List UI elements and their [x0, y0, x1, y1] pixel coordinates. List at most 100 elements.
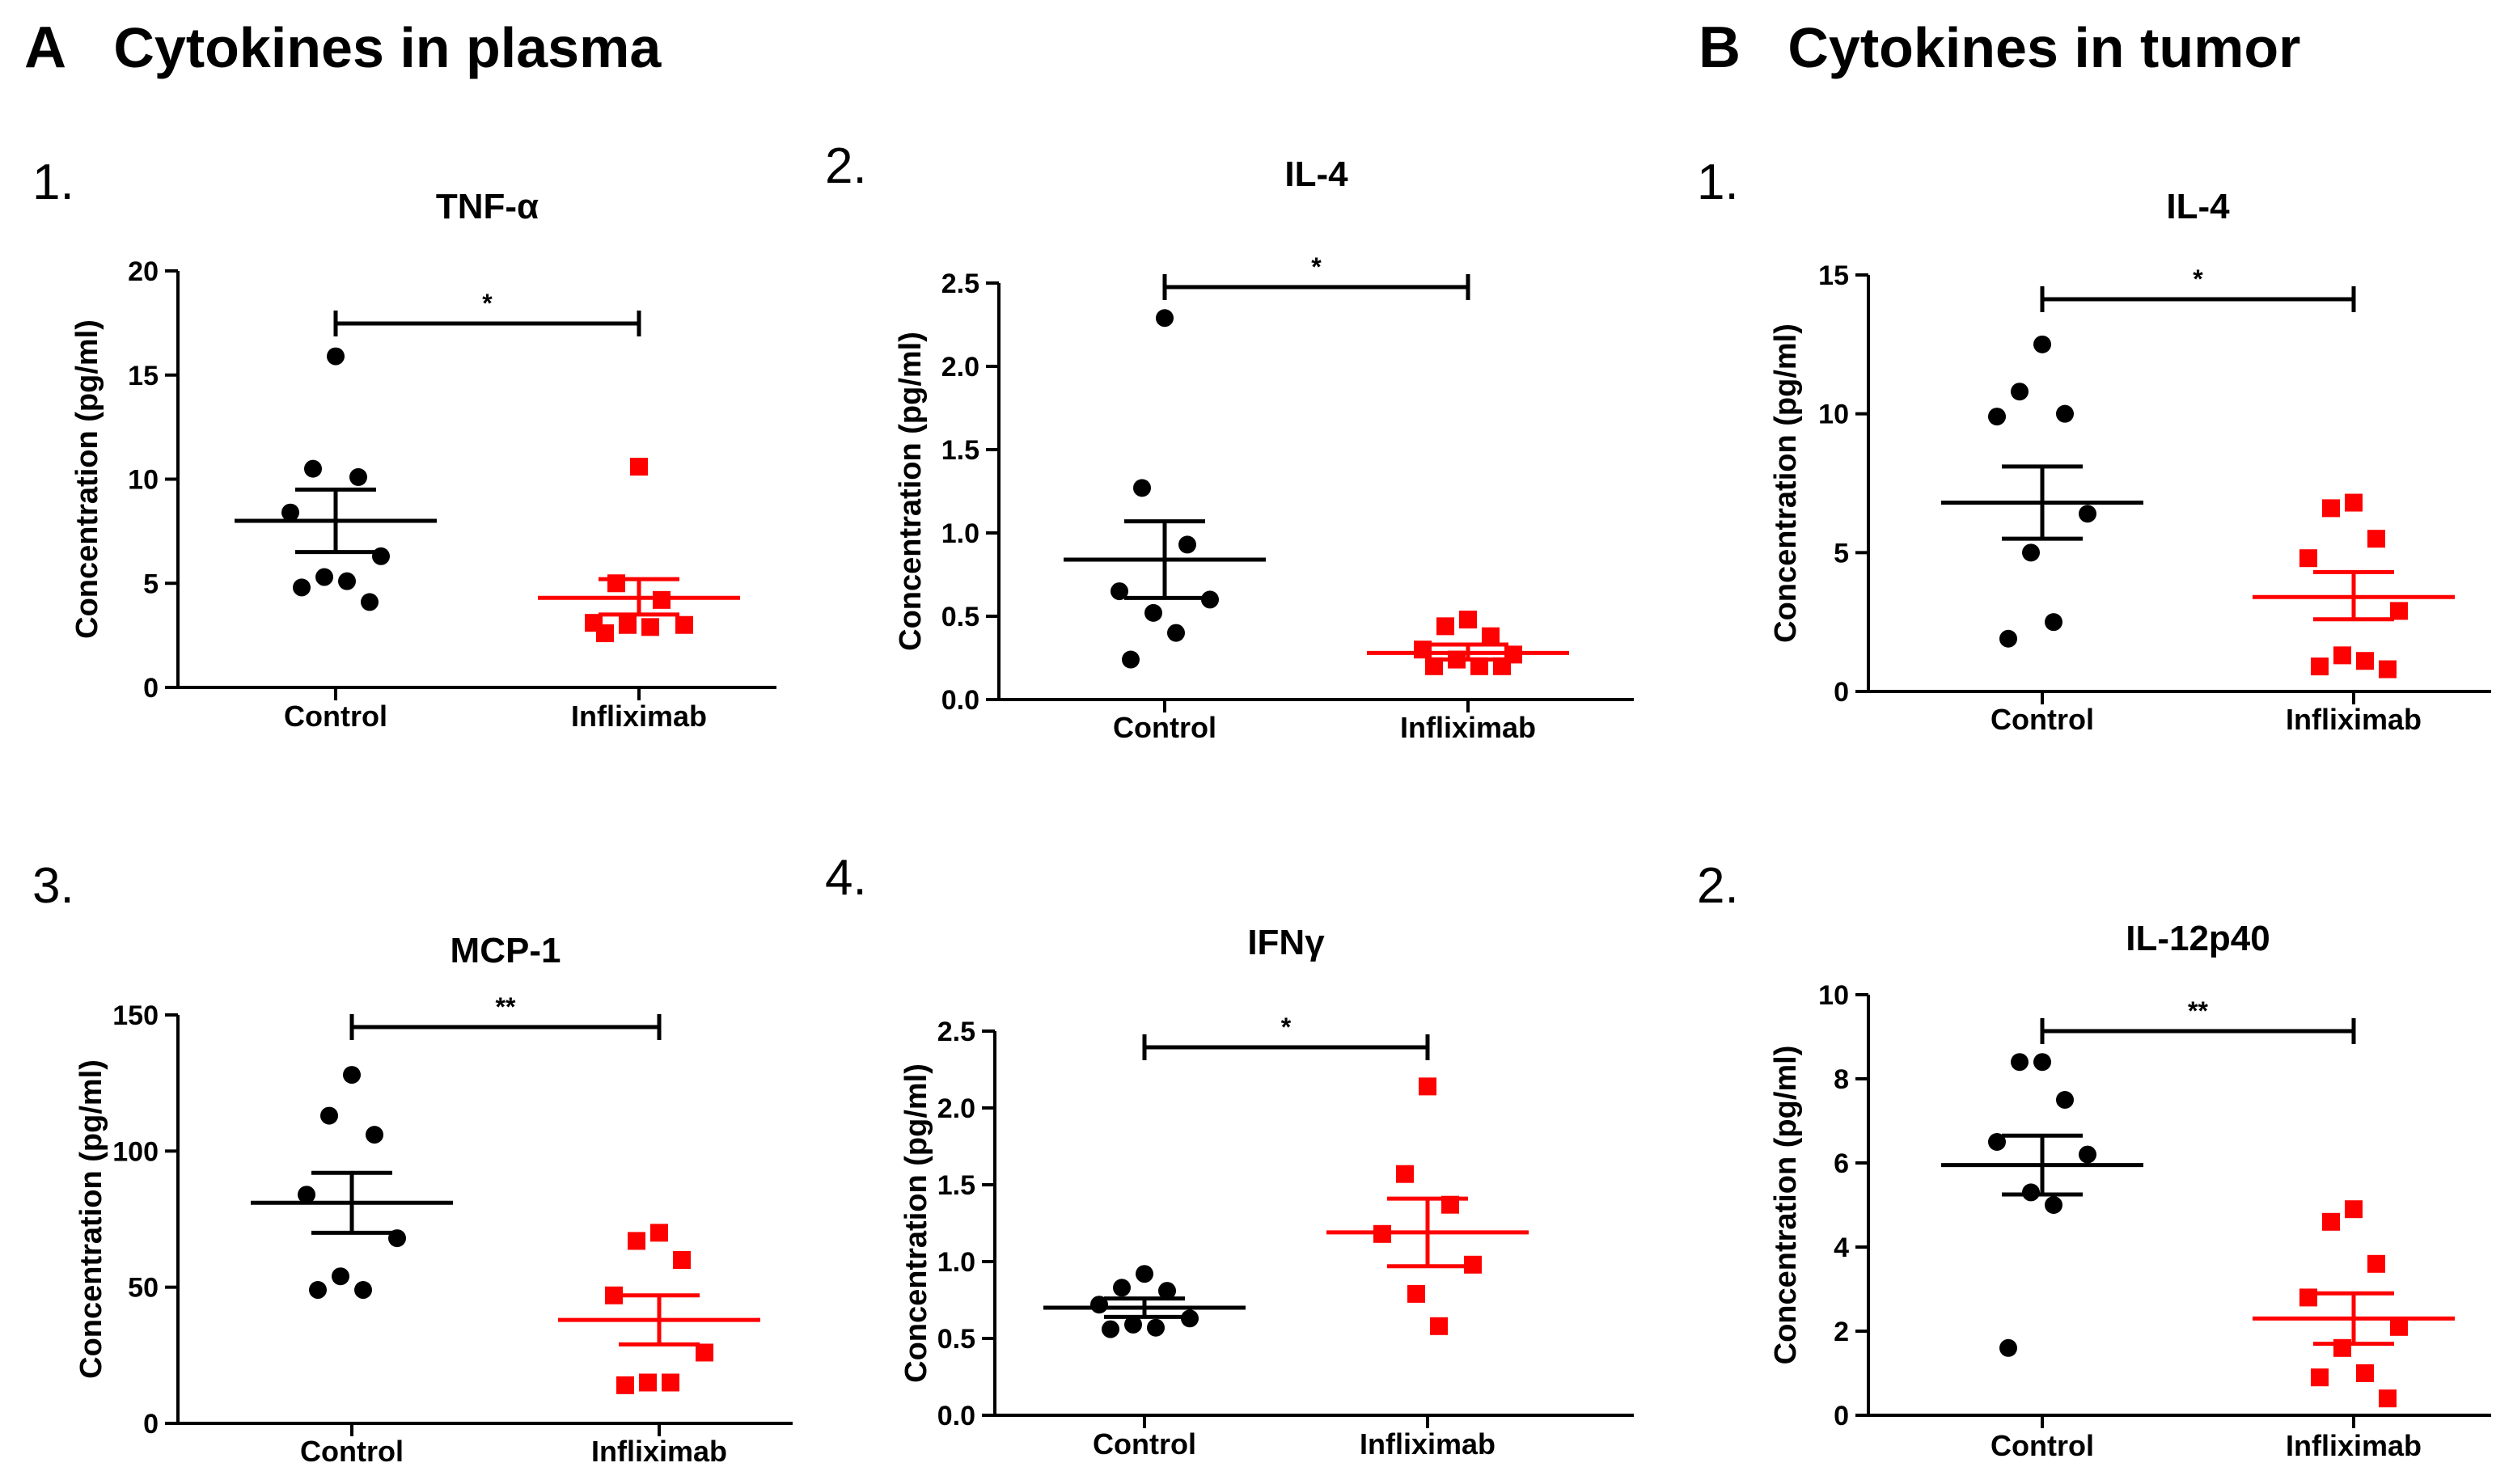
data-point-infliximab	[596, 624, 614, 643]
data-point-infliximab	[2379, 1389, 2397, 1408]
data-point-control	[343, 1066, 361, 1084]
data-point-control	[1999, 1338, 2017, 1357]
x-tick-label: Infliximab	[2286, 703, 2422, 736]
data-point-control	[2045, 613, 2062, 632]
data-point-control	[1201, 590, 1219, 609]
y-tick-label: 2.0	[941, 352, 979, 383]
panel-number: 1.	[1697, 154, 1739, 210]
data-point-control	[1178, 535, 1196, 554]
data-point-control	[281, 503, 299, 522]
data-point-control	[1136, 1265, 1153, 1283]
data-point-control	[1156, 309, 1174, 328]
y-tick-label: 50	[128, 1273, 159, 1304]
data-point-infliximab	[675, 615, 693, 634]
data-point-infliximab	[628, 1232, 645, 1250]
x-tick-label: Infliximab	[571, 700, 707, 733]
data-point-infliximab	[2379, 660, 2397, 679]
data-point-control	[1111, 582, 1128, 601]
data-point-infliximab	[1407, 1284, 1425, 1303]
data-point-infliximab	[2311, 1368, 2329, 1387]
data-point-infliximab	[2367, 1254, 2385, 1273]
data-point-infliximab	[1430, 1317, 1448, 1335]
data-point-infliximab	[2345, 1200, 2363, 1219]
data-point-infliximab	[2322, 1212, 2340, 1231]
data-point-infliximab	[650, 1224, 668, 1242]
y-tick-label: 0	[143, 1409, 159, 1440]
y-tick-label: 2.0	[937, 1093, 975, 1124]
panel-number: 3.	[32, 858, 74, 914]
y-tick-label: 1.5	[937, 1170, 975, 1201]
y-axis-label: Concentration (pg/ml)	[74, 1059, 108, 1379]
data-point-infliximab	[1482, 627, 1500, 645]
data-point-control	[315, 568, 333, 586]
data-point-control	[2033, 335, 2051, 353]
y-axis-label: Concentration (pg/ml)	[899, 1063, 933, 1383]
y-tick-label: 15	[128, 361, 159, 391]
y-tick-label: 2	[1834, 1317, 1849, 1347]
x-tick-label: Control	[1991, 703, 2094, 736]
data-point-infliximab	[2356, 1364, 2374, 1382]
data-point-control	[1124, 1315, 1142, 1334]
x-tick-label: Infliximab	[1400, 711, 1536, 744]
data-point-control	[1167, 624, 1185, 642]
data-point-infliximab	[2390, 602, 2408, 620]
data-point-infliximab	[1459, 611, 1477, 629]
significance-label: **	[496, 992, 516, 1021]
section-b-header: B Cytokines in tumor	[1699, 15, 2300, 81]
data-point-infliximab	[619, 615, 637, 634]
y-tick-label: 10	[128, 465, 159, 496]
data-point-control	[1158, 1282, 1176, 1300]
y-tick-label: 5	[143, 569, 159, 599]
y-axis-label: Concentration (pg/ml)	[1769, 1046, 1803, 1365]
panel-number: 1.	[32, 154, 74, 210]
section-title: Cytokines in plasma	[113, 16, 662, 79]
y-tick-label: 150	[112, 1000, 159, 1031]
data-point-control	[1147, 1318, 1165, 1337]
data-point-infliximab	[1464, 1255, 1482, 1274]
data-point-infliximab	[1419, 1077, 1436, 1096]
data-point-control	[293, 578, 311, 597]
data-point-infliximab	[662, 1373, 679, 1392]
chart-title: IL-12p40	[2126, 919, 2270, 958]
y-tick-label: 100	[112, 1136, 159, 1167]
data-point-control	[354, 1281, 372, 1300]
y-tick-label: 5	[1834, 538, 1849, 569]
data-point-control	[349, 467, 367, 486]
data-point-control	[2011, 383, 2029, 401]
y-axis-label: Concentration (pg/ml)	[1769, 323, 1803, 643]
data-point-control	[361, 593, 379, 611]
significance-label: *	[1311, 252, 1322, 281]
data-point-control	[2079, 1145, 2096, 1164]
data-point-infliximab	[630, 458, 648, 476]
data-point-control	[2056, 1091, 2074, 1109]
data-point-infliximab	[653, 590, 671, 609]
data-point-control	[298, 1186, 315, 1204]
data-point-infliximab	[673, 1251, 691, 1269]
data-point-infliximab	[2390, 1317, 2408, 1336]
y-axis-label: Concentration (pg/ml)	[894, 332, 928, 651]
data-point-control	[372, 547, 390, 565]
data-point-control	[1122, 650, 1140, 669]
x-tick-label: Control	[284, 700, 387, 733]
data-point-infliximab	[2311, 657, 2329, 676]
x-tick-label: Control	[1113, 711, 1216, 744]
data-point-infliximab	[605, 1286, 623, 1304]
chart-il4-plasma: IL-4 Concentration (pg/ml) 0.0 0.5 1.0 1.5 2.0…	[894, 154, 1634, 744]
x-tick-label: Control	[300, 1435, 404, 1468]
chart-mcp1-plasma: MCP-1 Concentration (pg/ml) 0 50 100 150 Contr…	[74, 931, 793, 1468]
data-point-control	[2011, 1053, 2029, 1072]
chart-title: IFNγ	[1247, 923, 1325, 962]
y-axis-label: Concentration (pg/ml)	[70, 319, 104, 639]
significance-label: **	[2188, 996, 2208, 1025]
chart-title: IL-4	[2166, 187, 2230, 226]
data-point-infliximab	[696, 1343, 713, 1362]
data-point-control	[2056, 404, 2074, 423]
chart-title: MCP-1	[451, 931, 561, 970]
chart-il4-tumor: IL-4 Concentration (pg/ml) 0 5 10 15 Control In…	[1769, 187, 2491, 736]
section-a-header: A Cytokines in plasma	[24, 15, 661, 81]
chart-tnf-alpha-plasma: TNF-α Concentration (pg/ml) 0 5 10 15 20 Contro…	[70, 187, 776, 733]
data-point-control	[2045, 1196, 2062, 1214]
data-point-infliximab	[1396, 1165, 1414, 1183]
data-point-infliximab	[2299, 1288, 2317, 1307]
data-point-control	[366, 1126, 383, 1144]
